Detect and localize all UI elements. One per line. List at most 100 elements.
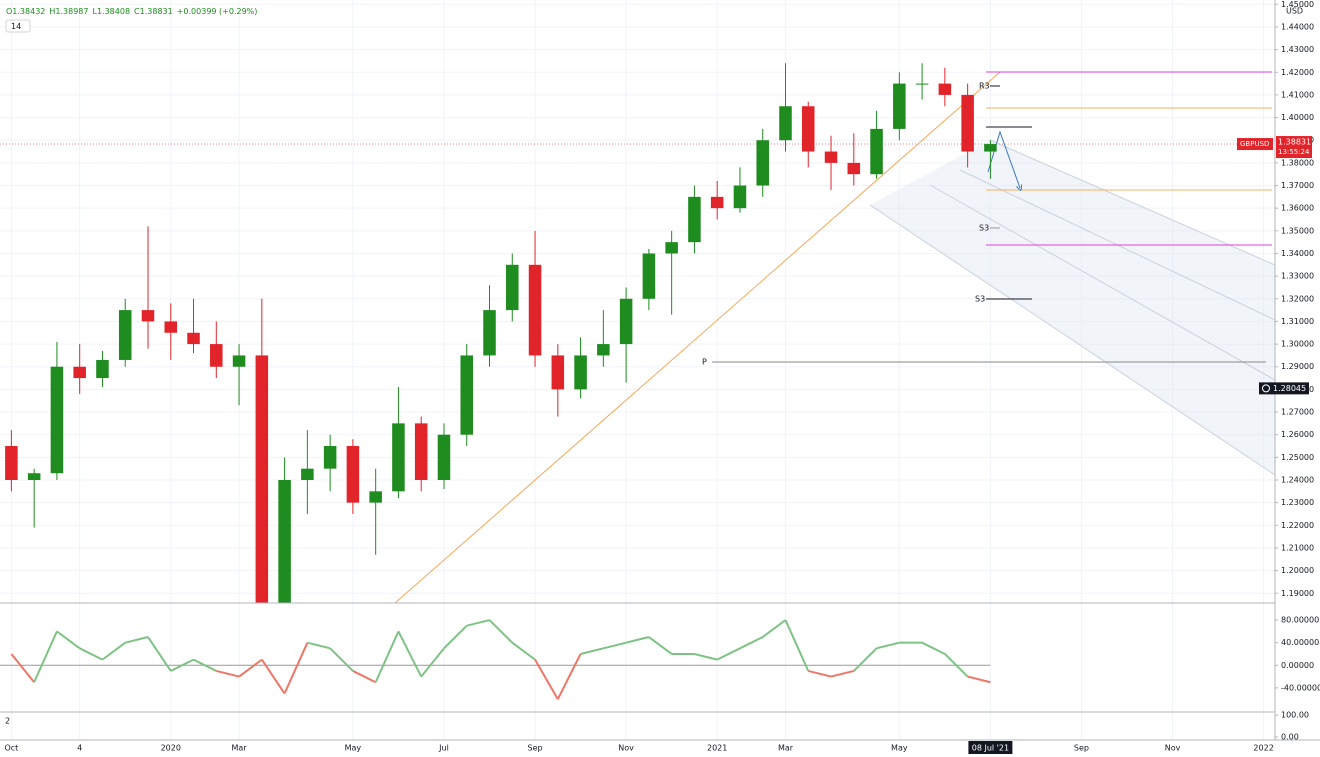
y-tick-label: 1.35000 — [1281, 226, 1314, 235]
y-tick-label: 1.45000 — [1281, 0, 1314, 9]
crosshair-tag-bg — [1259, 382, 1309, 395]
candle-body — [619, 298, 633, 345]
y-tick-label: 1.34000 — [1281, 249, 1314, 258]
currency: USD — [1286, 7, 1303, 16]
candle-body — [938, 83, 952, 95]
y-tick-label: 0.00000 — [1281, 661, 1314, 670]
oscillator-segment — [33, 630, 58, 683]
y-tick-label: 1.20000 — [1281, 566, 1314, 575]
x-tick-label: May — [891, 744, 908, 753]
candle-body — [597, 344, 610, 356]
candle-body — [210, 344, 223, 367]
oscillator-segment — [329, 647, 354, 672]
y-tick-label: 1.33000 — [1281, 272, 1314, 281]
forecast-arrow — [987, 130, 1020, 188]
oscillator-segment — [762, 619, 787, 638]
symbol-tag-bg — [1237, 138, 1273, 151]
y-tick-label: 1.36000 — [1281, 204, 1314, 213]
candle-body — [756, 140, 769, 186]
stochastic-line — [11, 717, 990, 732]
channel-line — [989, 139, 1275, 266]
candle-body — [688, 196, 701, 243]
pivot-label: S3 — [975, 295, 985, 304]
y-tick-label: 1.19000 — [1281, 589, 1314, 598]
ohlc-value: H1.38987 — [49, 7, 88, 16]
candle-body — [824, 151, 838, 163]
x-tick-label: Sep — [1074, 744, 1089, 753]
trend-line — [394, 71, 1001, 603]
oscillator-segment — [443, 625, 468, 650]
oscillator-segment — [944, 653, 969, 678]
candle-body — [460, 355, 474, 435]
candle-body — [118, 310, 132, 360]
candle-body — [5, 446, 18, 480]
candle-body — [870, 128, 883, 175]
pivot-label: P — [702, 358, 707, 367]
candle-body — [232, 355, 246, 367]
oscillator-segment — [556, 653, 582, 700]
oscillator-segment — [488, 619, 513, 644]
x-tick-label: Oct — [4, 744, 18, 753]
candle-body — [323, 446, 337, 469]
price-tag-bg — [1276, 136, 1312, 159]
oscillator-segment — [830, 669, 855, 678]
y-tick-label: 1.44000 — [1281, 22, 1314, 31]
oscillator-segment — [967, 675, 991, 684]
oscillator-segment — [534, 659, 559, 700]
candle-body — [278, 479, 291, 603]
candle-body — [574, 355, 587, 390]
candle-body — [551, 355, 565, 390]
x-tick-label: 4 — [77, 744, 82, 753]
oscillator-segment — [580, 647, 604, 655]
indicator-label: 14 — [11, 22, 21, 31]
y-tick-label: 1.43000 — [1281, 45, 1314, 54]
symbol-tag: GBPUSD — [1240, 140, 1269, 148]
y-tick-label: 1.23000 — [1281, 498, 1314, 507]
drawings: R3 S3 S3 P — [0, 71, 1275, 603]
candle-body — [483, 310, 496, 356]
oscillator-segment — [694, 652, 718, 661]
indicator-label: 2 — [5, 717, 10, 726]
x-tick-label: Nov — [618, 744, 634, 753]
candle-body — [346, 446, 360, 503]
candle-body — [528, 264, 542, 356]
ohlc-value: L1.38408 — [93, 7, 131, 16]
candle-body — [847, 162, 861, 175]
y-tick-label: 1.21000 — [1281, 543, 1314, 552]
grid — [0, 0, 1275, 740]
oscillator-segment — [876, 641, 900, 650]
oscillator-segment — [739, 636, 764, 650]
candle-body — [506, 264, 519, 311]
y-tick-label: 0.00 — [1281, 733, 1299, 742]
candles — [5, 63, 997, 603]
y-tick-label: 1.30000 — [1281, 340, 1314, 349]
x-tick-label: 2021 — [707, 744, 727, 753]
oscillator-segment — [648, 636, 673, 655]
candle-body — [984, 144, 997, 152]
crosshair-icon — [1262, 384, 1270, 393]
candle-body — [141, 310, 155, 322]
oscillator-segment — [853, 647, 878, 672]
oscillator-segment — [10, 653, 35, 683]
price-tag: 1.38831 — [1278, 138, 1311, 147]
oscillator-segment — [79, 647, 103, 661]
candle-body — [164, 321, 178, 333]
oscillator-segment — [603, 641, 627, 650]
candle-body — [893, 83, 906, 129]
oscillator-segment — [420, 647, 445, 678]
oscillator-segment — [56, 630, 81, 650]
candle-body — [392, 423, 405, 492]
ohlc-legend: O1.38432 H1.38987 L1.38408 C1.38831 +0.00399… — [6, 7, 257, 16]
oscillator-segment — [307, 641, 331, 650]
oscillator-segment — [397, 630, 423, 678]
y-tick-label: 100.00 — [1281, 710, 1309, 719]
y-tick-label: 1.25000 — [1281, 453, 1314, 462]
y-tick-label: 1.41000 — [1281, 90, 1314, 99]
time-cursor — [968, 741, 1013, 754]
oscillator-segment — [216, 669, 240, 678]
countdown: 13:55:24 — [1278, 148, 1310, 156]
oscillator-segment — [625, 636, 650, 644]
oscillator-segment — [170, 658, 194, 672]
indicator-badge — [5, 19, 31, 33]
